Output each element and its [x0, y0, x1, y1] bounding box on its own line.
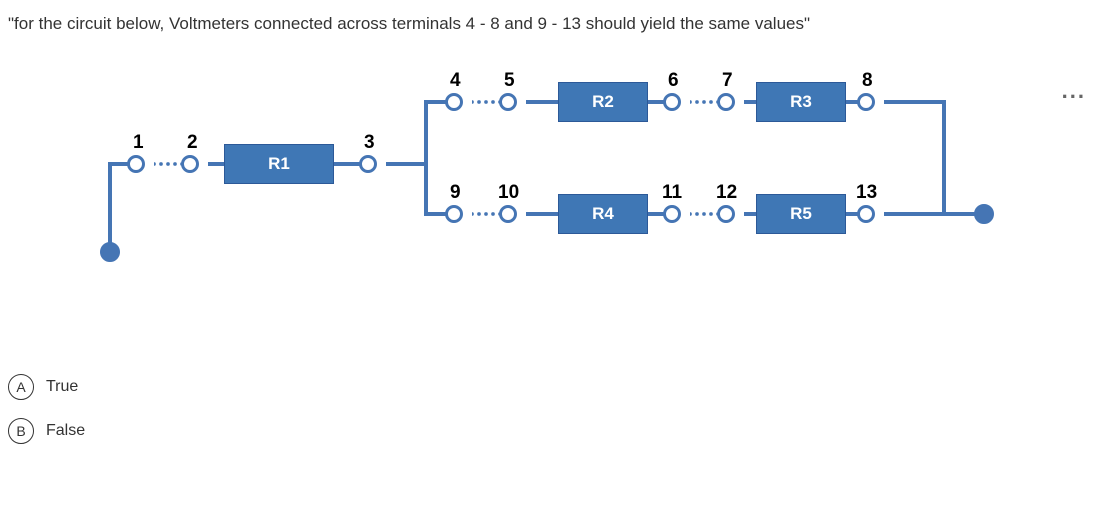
- more-icon[interactable]: ...: [1062, 78, 1086, 104]
- wire-segment: [744, 100, 756, 104]
- terminal-label-7: 7: [722, 70, 733, 92]
- terminal-6: [663, 93, 681, 111]
- terminal-label-13: 13: [856, 182, 877, 204]
- terminal-label-5: 5: [504, 70, 515, 92]
- terminal-1: [127, 155, 145, 173]
- resistor-r2: R2: [558, 82, 648, 122]
- terminal-label-1: 1: [133, 132, 144, 154]
- option-letter-b: B: [8, 418, 34, 444]
- terminal-3: [359, 155, 377, 173]
- option-label-a: True: [46, 378, 78, 396]
- terminal-label-3: 3: [364, 132, 375, 154]
- question-text: "for the circuit below, Voltmeters conne…: [8, 14, 1107, 34]
- wire-dotted: [690, 100, 718, 104]
- terminal-label-2: 2: [187, 132, 198, 154]
- endpoint-1: [100, 242, 120, 262]
- wire-dotted: [472, 212, 500, 216]
- terminal-10: [499, 205, 517, 223]
- wire-dotted: [472, 100, 500, 104]
- terminal-5: [499, 93, 517, 111]
- wire-segment: [942, 100, 946, 216]
- option-label-b: False: [46, 422, 85, 440]
- terminal-12: [717, 205, 735, 223]
- terminal-9: [445, 205, 463, 223]
- wire-segment: [884, 100, 946, 104]
- terminal-4: [445, 93, 463, 111]
- terminal-13: [857, 205, 875, 223]
- terminal-label-4: 4: [450, 70, 461, 92]
- circuit-diagram: ... R1R2R3R4R512345678910111213: [28, 74, 1088, 294]
- wire-segment: [526, 212, 558, 216]
- wire-segment: [526, 100, 558, 104]
- wire-segment: [108, 162, 112, 252]
- wire-dotted: [154, 162, 182, 166]
- wire-dotted: [690, 212, 718, 216]
- resistor-r3: R3: [756, 82, 846, 122]
- wire-segment: [744, 212, 756, 216]
- option-a[interactable]: A True: [8, 374, 1107, 400]
- terminal-label-6: 6: [668, 70, 679, 92]
- terminal-2: [181, 155, 199, 173]
- terminal-11: [663, 205, 681, 223]
- endpoint-2: [974, 204, 994, 224]
- terminal-label-10: 10: [498, 182, 519, 204]
- resistor-r5: R5: [756, 194, 846, 234]
- terminal-label-8: 8: [862, 70, 873, 92]
- wire-segment: [386, 162, 428, 166]
- terminal-label-11: 11: [662, 182, 682, 204]
- wire-segment: [208, 162, 224, 166]
- terminal-label-12: 12: [716, 182, 737, 204]
- resistor-r1: R1: [224, 144, 334, 184]
- terminal-label-9: 9: [450, 182, 461, 204]
- wire-segment: [424, 100, 428, 216]
- resistor-r4: R4: [558, 194, 648, 234]
- answer-options: A True B False: [8, 374, 1107, 444]
- option-b[interactable]: B False: [8, 418, 1107, 444]
- terminal-8: [857, 93, 875, 111]
- wire-segment: [884, 212, 946, 216]
- option-letter-a: A: [8, 374, 34, 400]
- terminal-7: [717, 93, 735, 111]
